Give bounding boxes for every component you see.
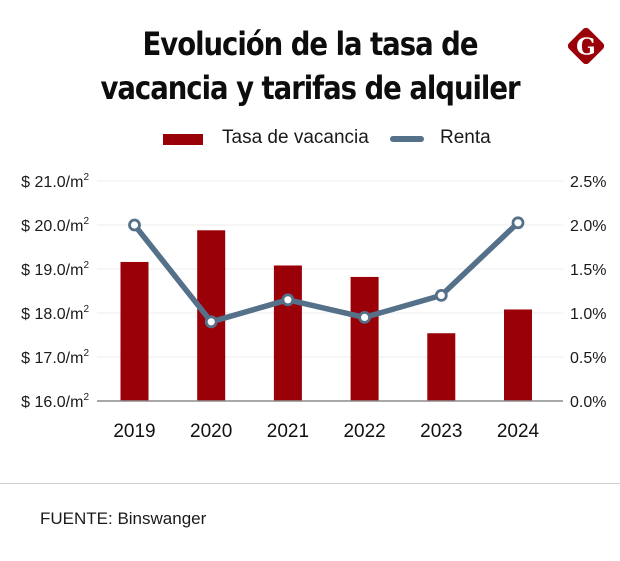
x-axis-tick-label: 2021	[267, 421, 309, 442]
x-axis-tick-label: 2020	[190, 421, 232, 442]
chart-legend: Tasa de vacancia Renta	[0, 126, 620, 152]
superscript-2: 2	[83, 172, 89, 183]
rent-point-2024	[511, 216, 525, 230]
diamond-g-logo-icon: G	[567, 27, 605, 65]
superscript-2: 2	[83, 260, 89, 271]
right-axis-ticks: 0.0% 0.5% 1.0% 1.5% 2.0% 2.5%	[570, 174, 606, 411]
rent-point-2021	[281, 293, 295, 307]
source-note: FUENTE: Binswanger	[40, 509, 207, 528]
legend-line-label: Renta	[440, 127, 491, 148]
left-axis-ticks: $ 16.0/m2 $ 17.0/m2 $ 18.0/m2 $ 19.0/m2 $ 20…	[21, 172, 89, 411]
left-axis-tick-label: $ 16.0/m2	[21, 392, 89, 411]
legend-line-swatch	[390, 136, 424, 142]
superscript-2: 2	[83, 216, 89, 227]
legend-bar-swatch	[163, 134, 203, 145]
rent-point-2019	[128, 218, 141, 232]
superscript-2: 2	[83, 392, 89, 403]
right-axis-tick-label: 0.5%	[570, 350, 606, 367]
left-axis-tick-label: $ 19.0/m2	[21, 260, 89, 279]
bar-2019	[120, 261, 149, 401]
footer-divider	[0, 483, 620, 484]
bar-2021	[273, 265, 302, 401]
chart-title: Evolución de la tasa de vacancia y tarif…	[43, 22, 576, 110]
rent-point-2022	[358, 310, 372, 324]
x-axis-tick-label: 2022	[343, 421, 385, 442]
bar-2023	[427, 333, 456, 401]
x-axis-tick-label: 2019	[113, 421, 155, 442]
right-axis-tick-label: 2.5%	[570, 174, 606, 191]
right-axis-tick-label: 1.0%	[570, 306, 606, 323]
left-axis-tick-label: $ 18.0/m2	[21, 304, 89, 323]
combo-chart: $ 16.0/m2 $ 17.0/m2 $ 18.0/m2 $ 19.0/m2 $ 20…	[21, 172, 606, 442]
rent-point-2023	[434, 288, 448, 302]
x-axis-ticks: 2019 2020 2021 2022 2023 2024	[113, 421, 539, 442]
bar-2022	[350, 276, 379, 401]
rent-line	[131, 220, 521, 325]
left-axis-tick-label: $ 17.0/m2	[21, 348, 89, 367]
superscript-2: 2	[83, 348, 89, 359]
x-axis-tick-label: 2023	[420, 421, 462, 442]
right-axis-tick-label: 0.0%	[570, 394, 606, 411]
logo-diamond	[567, 27, 605, 65]
bar-2024	[504, 309, 532, 401]
logo-letter: G	[576, 34, 596, 61]
left-axis-tick-label: $ 20.0/m2	[21, 216, 89, 235]
chart-title-line-1: Evolución de la tasa de	[142, 25, 479, 63]
right-axis-tick-label: 2.0%	[570, 218, 606, 235]
superscript-2: 2	[83, 304, 89, 315]
right-axis-tick-label: 1.5%	[570, 262, 606, 279]
rent-point-2020	[204, 315, 218, 329]
x-axis-tick-label: 2024	[497, 421, 540, 442]
rent-line-series	[128, 216, 525, 329]
legend-bar-label: Tasa de vacancia	[222, 127, 369, 148]
chart-title-line-2: vacancia y tarifas de alquiler	[100, 69, 520, 107]
vacancy-bars	[120, 230, 532, 401]
gridlines	[97, 180, 563, 358]
left-axis-tick-label: $ 21.0/m2	[21, 172, 89, 191]
